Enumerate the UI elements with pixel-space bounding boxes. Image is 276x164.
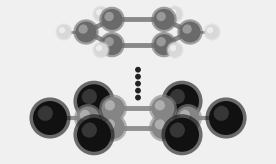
Circle shape (214, 106, 229, 121)
Circle shape (77, 118, 111, 152)
Circle shape (153, 34, 174, 55)
Circle shape (102, 9, 123, 30)
Circle shape (179, 21, 200, 42)
Circle shape (102, 116, 124, 139)
Circle shape (168, 43, 182, 57)
Circle shape (33, 101, 67, 135)
Circle shape (76, 106, 100, 130)
Circle shape (165, 84, 199, 118)
Circle shape (104, 37, 114, 46)
Circle shape (207, 27, 213, 33)
Circle shape (170, 9, 176, 15)
Circle shape (136, 82, 140, 86)
Circle shape (96, 9, 102, 15)
Circle shape (182, 24, 192, 34)
Circle shape (82, 122, 97, 138)
Circle shape (170, 45, 176, 51)
Circle shape (78, 24, 88, 34)
Circle shape (152, 116, 174, 139)
Circle shape (205, 25, 219, 39)
Circle shape (169, 122, 185, 138)
Circle shape (105, 119, 115, 130)
Circle shape (136, 74, 140, 79)
Circle shape (180, 110, 190, 120)
Circle shape (152, 97, 174, 120)
Circle shape (136, 88, 140, 93)
Circle shape (155, 100, 165, 110)
Circle shape (102, 97, 124, 120)
Circle shape (104, 12, 114, 21)
Circle shape (82, 89, 97, 104)
Circle shape (156, 37, 166, 46)
Circle shape (94, 43, 108, 57)
Circle shape (209, 101, 243, 135)
Circle shape (57, 25, 71, 39)
Circle shape (77, 84, 111, 118)
Circle shape (59, 27, 65, 33)
Circle shape (156, 12, 166, 21)
Circle shape (165, 118, 199, 152)
Circle shape (102, 34, 123, 55)
Circle shape (38, 106, 53, 121)
Circle shape (136, 95, 140, 100)
Circle shape (168, 7, 182, 21)
Circle shape (153, 9, 174, 30)
Circle shape (155, 119, 165, 130)
Circle shape (136, 68, 140, 72)
Circle shape (94, 7, 108, 21)
Circle shape (169, 89, 185, 104)
Circle shape (105, 100, 115, 110)
Circle shape (79, 110, 90, 120)
Circle shape (176, 106, 200, 130)
Circle shape (96, 45, 102, 51)
Circle shape (76, 21, 97, 42)
